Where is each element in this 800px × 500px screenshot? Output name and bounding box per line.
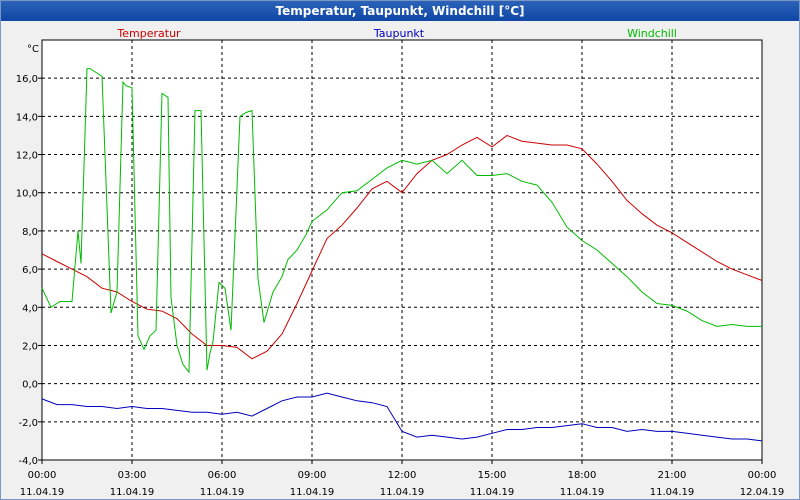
x-tick-date: 11.04.19 (650, 487, 695, 498)
x-tick-date: 11.04.19 (110, 487, 155, 498)
y-tick-label: 2,0 (22, 341, 38, 352)
y-tick-label: 8,0 (22, 227, 38, 238)
y-tick-label: 4,0 (22, 303, 38, 314)
line-chart: -4,0-2,00,02,04,06,08,010,012,014,016,0 … (16, 27, 785, 498)
y-axis-ticks: -4,0 -2,0 0,0 2,0 4,0 6,0 8,0 10,0 12,0 14,0 16,0 (16, 74, 42, 467)
x-tick-time: 06:00 (208, 470, 237, 481)
grid-lines (42, 40, 762, 460)
series-lines (41, 68, 763, 442)
y-tick-label: 6,0 (22, 265, 38, 276)
x-tick-time: 12:00 (388, 470, 417, 481)
legend-windchill: Windchill (627, 27, 677, 40)
window-title: Temperatur, Taupunkt, Windchill [°C] (1, 1, 799, 21)
x-tick-time: 18:00 (568, 470, 597, 481)
legend-taupunkt: Taupunkt (373, 27, 425, 40)
y-tick-label: -4,0 (18, 456, 38, 467)
x-tick-date: 11.04.19 (290, 487, 335, 498)
y-tick-label: 12,0 (16, 151, 38, 162)
x-tick-date: 12.04.19 (740, 487, 785, 498)
x-tick-date: 11.04.19 (20, 487, 65, 498)
series-line-temperatur (41, 134, 763, 360)
x-tick-time: 15:00 (478, 470, 507, 481)
x-tick-time: 00:00 (28, 470, 57, 481)
series-line-taupunkt (41, 392, 763, 442)
legend-temperatur: Temperatur (116, 27, 181, 40)
y-tick-label: -2,0 (18, 418, 38, 429)
x-tick-time: 09:00 (298, 470, 327, 481)
y-tick-label: 10,0 (16, 189, 38, 200)
y-tick-label: 0,0 (22, 380, 38, 391)
y-axis-label: °C (27, 44, 39, 55)
x-tick-date: 11.04.19 (560, 487, 605, 498)
y-tick-label: 16,0 (16, 74, 38, 85)
x-tick-date: 11.04.19 (380, 487, 425, 498)
x-tick-date: 11.04.19 (200, 487, 245, 498)
y-tick-label: 14,0 (16, 112, 38, 123)
series-line-windchill (41, 68, 762, 374)
x-tick-time: 21:00 (658, 470, 687, 481)
x-tick-time: 00:00 (748, 470, 777, 481)
x-axis-ticks: 00:00 11.04.19 03:00 11.04.19 06:00 11.04.19 0… (20, 460, 785, 498)
x-tick-date: 11.04.19 (470, 487, 515, 498)
x-tick-time: 03:00 (118, 470, 147, 481)
